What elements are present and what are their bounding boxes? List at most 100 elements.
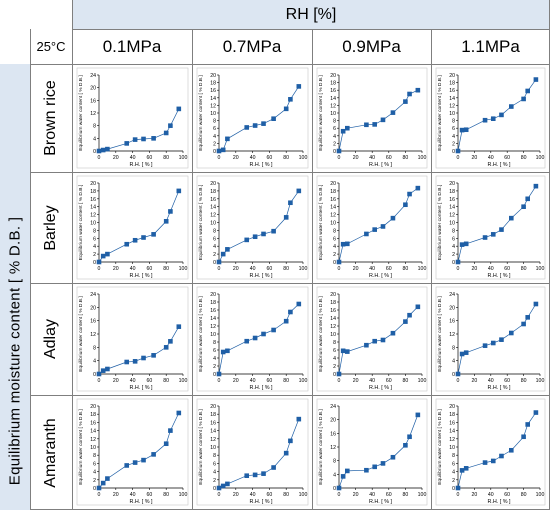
- data-point: [533, 183, 539, 189]
- y-tick-label: 20: [330, 73, 336, 79]
- chart-frame: [316, 398, 428, 506]
- y-tick-label: 8: [333, 459, 336, 465]
- data-point: [271, 327, 276, 333]
- y-tick-label: 2: [452, 252, 455, 258]
- data-point: [407, 434, 412, 440]
- x-tick-label: 80: [283, 155, 289, 161]
- y-tick-label: 16: [330, 308, 336, 314]
- y-tick-label: 8: [333, 228, 336, 234]
- x-axis-title: R.H. [ % ]: [369, 499, 393, 505]
- data-point: [521, 96, 526, 102]
- grid-line: [72, 0, 73, 510]
- y-tick-label: 2: [213, 141, 216, 147]
- data-point: [459, 242, 465, 247]
- data-point: [372, 338, 377, 344]
- data-point: [132, 460, 138, 465]
- data-point: [100, 147, 106, 153]
- data-point: [407, 91, 412, 97]
- y-tick-label: 0: [333, 149, 336, 155]
- x-tick-label: 0: [457, 266, 460, 272]
- x-axis-title: R.H. [ % ]: [487, 385, 511, 391]
- x-tick-label: 80: [521, 155, 527, 161]
- data-point: [482, 235, 488, 240]
- y-tick-label: 12: [330, 103, 336, 109]
- y-tick-label: 14: [90, 205, 96, 211]
- x-tick-label: 60: [147, 155, 153, 161]
- y-tick-label: 2: [213, 478, 216, 484]
- x-tick-label: 20: [233, 492, 239, 498]
- y-tick-label: 14: [210, 205, 216, 211]
- x-tick-label: 60: [267, 266, 273, 272]
- x-tick-label: 0: [98, 266, 101, 272]
- x-axis-title: R.H. [ % ]: [369, 162, 393, 168]
- data-point: [364, 122, 369, 128]
- data-point: [168, 428, 173, 433]
- data-point: [336, 259, 342, 265]
- x-tick-label: 60: [386, 155, 392, 161]
- y-tick-label: 20: [330, 418, 336, 424]
- x-axis-title: R.H. [ % ]: [129, 162, 153, 168]
- y-axis-title: Equilibrium water content [ % D.B.]: [437, 184, 443, 260]
- data-point: [403, 442, 408, 448]
- y-tick-label: 6: [93, 236, 96, 242]
- data-point: [176, 324, 182, 329]
- data-point: [533, 410, 539, 415]
- data-point: [390, 110, 396, 115]
- x-tick-label: 60: [504, 378, 510, 384]
- x-axis-title: R.H. [ % ]: [487, 273, 511, 279]
- data-point: [296, 416, 302, 422]
- side-axis-label: Equilibrium moisture content [ % D.B. ]: [6, 216, 24, 486]
- y-tick-label: 0: [452, 260, 455, 266]
- x-tick-label: 60: [267, 155, 273, 161]
- x-tick-label: 60: [147, 266, 153, 272]
- data-point: [225, 481, 230, 487]
- data-point: [390, 215, 396, 221]
- y-tick-label: 4: [452, 470, 455, 476]
- x-tick-label: 60: [267, 492, 273, 498]
- x-tick-label: 60: [386, 492, 392, 498]
- data-point: [216, 371, 222, 377]
- y-tick-label: 4: [333, 356, 336, 362]
- data-point: [403, 319, 408, 324]
- y-axis-title: Equilibrium water content [ % D.B.]: [78, 409, 84, 485]
- y-tick-label: 8: [333, 340, 336, 346]
- y-tick-label: 4: [452, 134, 455, 140]
- x-tick-label: 0: [98, 378, 101, 384]
- y-tick-label: 0: [333, 372, 336, 378]
- y-axis-title: Equilibrium water content [ % D.B.]: [78, 296, 84, 372]
- x-tick-label: 40: [130, 378, 136, 384]
- y-tick-label: 4: [93, 359, 96, 365]
- data-point: [296, 84, 302, 89]
- y-tick-label: 4: [93, 136, 96, 142]
- y-tick-label: 2: [333, 252, 336, 258]
- data-point: [100, 368, 106, 373]
- x-tick-label: 0: [218, 492, 221, 498]
- data-point: [252, 234, 258, 240]
- x-tick-label: 100: [536, 266, 545, 272]
- equilibrium-chart: 0 2 4 6 810 12 14 16 18 20 0 20 40 60 80 100 R.H. [ % ] E…: [435, 175, 546, 280]
- y-tick-label: 10: [210, 111, 216, 117]
- y-tick-label: 14: [449, 429, 455, 435]
- data-point: [163, 219, 169, 224]
- data-point: [283, 450, 289, 456]
- x-tick-label: 20: [113, 378, 119, 384]
- x-tick-label: 40: [369, 492, 375, 498]
- y-axis-title: Equilibrium water content [ % D.B.]: [437, 409, 443, 485]
- x-tick-label: 20: [472, 492, 478, 498]
- grain-label: Amaranth: [42, 417, 59, 488]
- data-point: [225, 348, 230, 354]
- y-tick-label: 10: [210, 445, 216, 451]
- data-point: [403, 99, 408, 104]
- data-point: [455, 259, 461, 265]
- chart-frame: [435, 398, 546, 506]
- x-axis-title: R.H. [ % ]: [487, 162, 511, 168]
- data-point: [261, 231, 266, 237]
- y-tick-label: 14: [210, 316, 216, 322]
- y-tick-label: 10: [210, 221, 216, 227]
- y-tick-label: 8: [213, 119, 216, 125]
- data-point: [105, 366, 110, 372]
- x-tick-label: 100: [179, 155, 188, 161]
- y-tick-label: 10: [449, 221, 455, 227]
- data-point: [340, 348, 346, 354]
- data-point: [132, 359, 138, 364]
